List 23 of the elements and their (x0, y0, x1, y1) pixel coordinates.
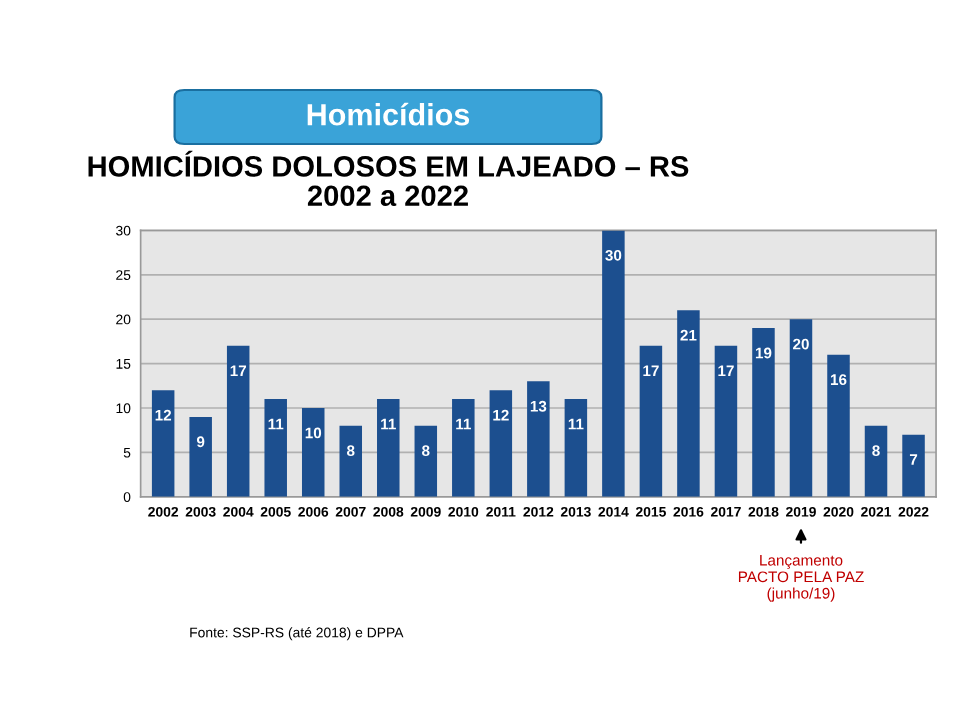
bar (789, 319, 813, 497)
chart-subtitle: HOMICÍDIOS DOLOSOS EM LAJEADO – RS 2002 a 2022 (88, 150, 689, 207)
bar (414, 425, 438, 497)
bar (827, 354, 850, 497)
bar (752, 328, 775, 497)
bar (377, 399, 400, 497)
chart-title: Homicídios (307, 102, 470, 126)
bar (339, 425, 363, 497)
bar (527, 381, 550, 497)
bar (452, 399, 475, 497)
bar (226, 345, 250, 497)
bar (489, 390, 513, 497)
bar (639, 345, 663, 497)
bar (189, 416, 212, 497)
bar (301, 408, 325, 497)
bar (264, 399, 287, 497)
bar (564, 399, 588, 497)
bar (714, 345, 738, 497)
bar (677, 310, 700, 497)
bar (864, 425, 888, 497)
bar (902, 434, 925, 497)
bar (602, 230, 625, 497)
bar (151, 390, 175, 497)
